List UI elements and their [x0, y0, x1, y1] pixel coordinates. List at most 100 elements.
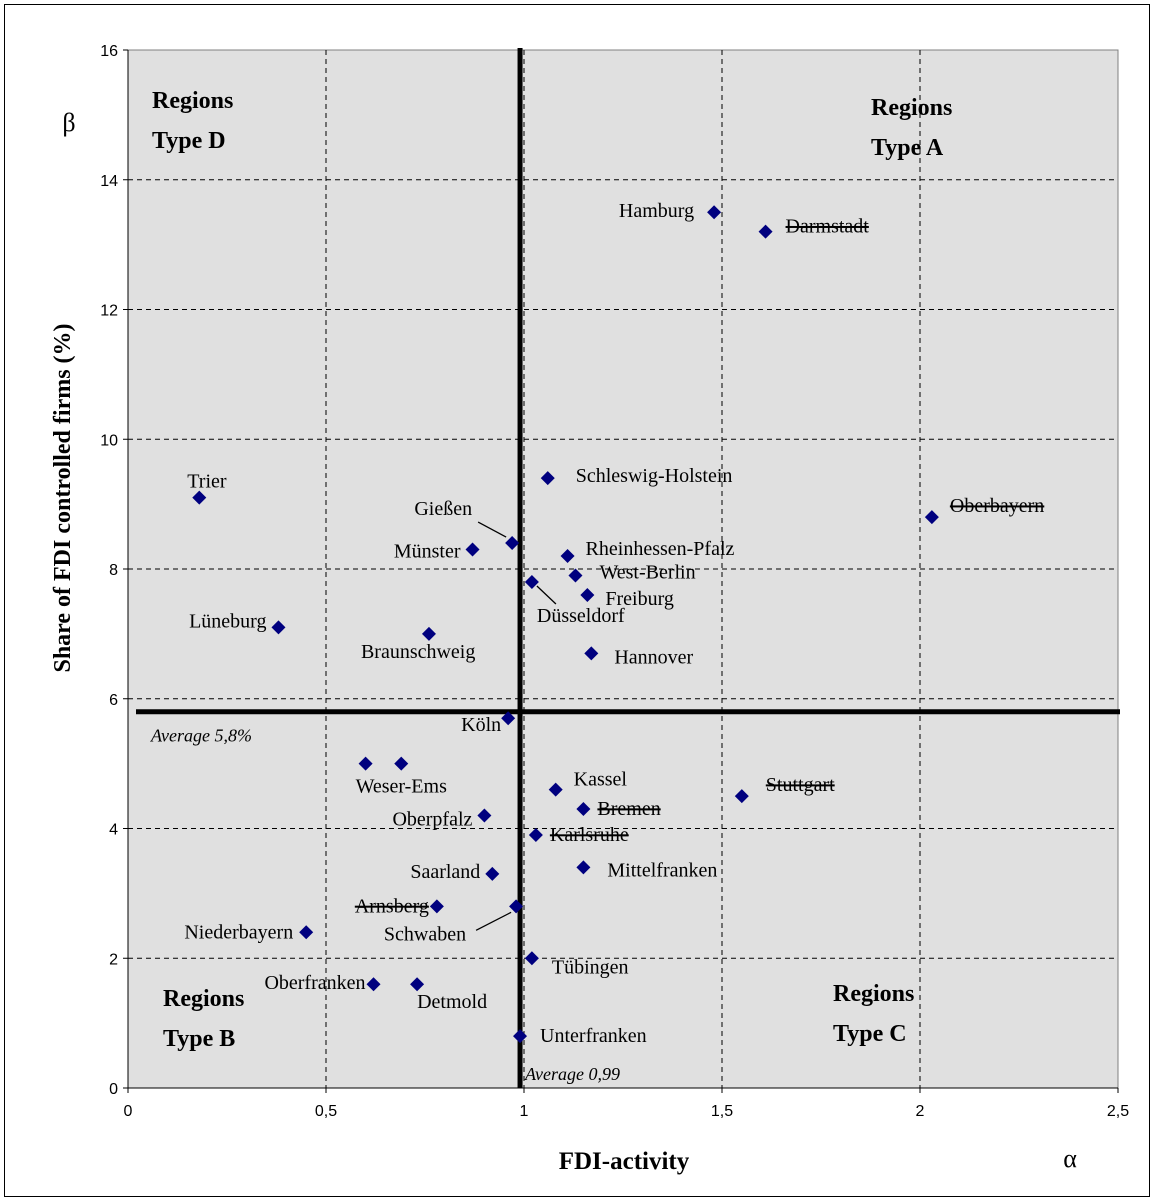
- point-label: Bremen: [597, 798, 660, 820]
- quadrant-label-line1: Regions: [152, 88, 233, 114]
- quadrant-label: Regions Type A: [871, 95, 952, 161]
- x-tick-label: 1,5: [711, 1103, 733, 1120]
- quadrant-label-line2: Type D: [152, 128, 226, 154]
- point-label: Niederbayern: [184, 921, 293, 943]
- data-point: [358, 756, 373, 771]
- data-point: [548, 782, 563, 797]
- point-label: Weser-Ems: [356, 776, 448, 798]
- y-tick-label: 8: [109, 562, 118, 579]
- x-axis-symbol: α: [1063, 1144, 1077, 1173]
- quadrant-label-line1: Regions: [163, 986, 244, 1012]
- leader-line: [477, 521, 507, 538]
- point-label: Rheinhessen-Pfalz: [586, 538, 735, 560]
- y-axis-symbol: β: [62, 108, 75, 137]
- data-point: [429, 899, 444, 914]
- point-label: Detmold: [417, 991, 487, 1013]
- point-label: Oberfranken: [264, 972, 365, 994]
- x-tick-label: 2,5: [1107, 1103, 1129, 1120]
- data-point: [540, 471, 555, 486]
- data-point: [580, 587, 595, 602]
- point-label: Hamburg: [619, 200, 694, 222]
- data-point: [576, 860, 591, 875]
- data-point: [528, 827, 543, 842]
- leader-line: [536, 585, 557, 605]
- x-tick-label: 0,5: [315, 1103, 337, 1120]
- point-label: Schleswig-Holstein: [576, 465, 733, 487]
- chart-frame: 0 0,5 1 1,5 2 2,5 0 2 4 6 8 10 12 14 16 Average 5,8% Av…: [4, 4, 1150, 1197]
- y-tick-label: 2: [109, 951, 118, 968]
- x-tick-label: 0: [124, 1103, 133, 1120]
- data-point: [505, 536, 520, 551]
- point-label: Arnsberg: [355, 895, 429, 917]
- point-label: Freiburg: [605, 588, 674, 610]
- quadrant-label-line2: Type C: [833, 1021, 907, 1047]
- data-point: [513, 1029, 528, 1044]
- y-tick-label: 4: [109, 822, 118, 839]
- data-point: [485, 866, 500, 881]
- quadrant-label: Regions Type C: [833, 981, 914, 1047]
- grid-lines: [128, 50, 1118, 1088]
- point-label: Karlsruhe: [550, 824, 629, 846]
- point-label: Unterfranken: [540, 1025, 647, 1047]
- point-label: Münster: [394, 541, 461, 563]
- quadrant-label-line1: Regions: [833, 981, 914, 1007]
- point-label: Gießen: [414, 498, 472, 520]
- y-axis-label: Share of FDI controlled firms (%): [50, 323, 76, 672]
- data-point: [477, 808, 492, 823]
- point-label: Saarland: [410, 861, 480, 883]
- data-point: [524, 951, 539, 966]
- data-point: [758, 224, 773, 239]
- data-point: [192, 490, 207, 505]
- data-point: [509, 899, 524, 914]
- average-y-label: Average 5,8%: [150, 726, 252, 746]
- y-tick-label: 0: [109, 1081, 118, 1098]
- leader-lines: [475, 521, 557, 931]
- data-point: [568, 568, 583, 583]
- point-label: Darmstadt: [786, 216, 870, 238]
- x-tick-label: 1: [520, 1103, 529, 1120]
- x-axis-label: FDI-activity: [559, 1148, 690, 1175]
- data-points: [192, 205, 939, 1044]
- data-point: [299, 925, 314, 940]
- point-label: Oberpfalz: [392, 809, 472, 831]
- point-label: Mittelfranken: [607, 859, 717, 881]
- point-labels: Hamburg Darmstadt Trier Schleswig-Holstein O…: [184, 200, 1044, 1047]
- data-point: [465, 542, 480, 557]
- y-tick-label: 10: [100, 432, 118, 449]
- average-x-label: Average 0,99: [524, 1064, 620, 1084]
- y-tick-label: 14: [100, 173, 118, 190]
- quadrant-label: Regions Type D: [152, 88, 233, 154]
- data-point: [524, 574, 539, 589]
- quadrant-label-line2: Type A: [871, 135, 944, 161]
- point-label: West-Berlin: [599, 561, 695, 583]
- point-label: Tübingen: [552, 956, 629, 978]
- data-point: [366, 977, 381, 992]
- average-lines: Average 5,8% Average 0,99: [136, 48, 1120, 1088]
- y-tick-label: 12: [100, 303, 118, 320]
- quadrant-label-line1: Regions: [871, 95, 952, 121]
- point-label: Köln: [461, 714, 501, 736]
- data-point: [734, 789, 749, 804]
- quadrant-label: Regions Type B: [163, 986, 244, 1052]
- data-point: [394, 756, 409, 771]
- y-tick-label: 6: [109, 692, 118, 709]
- point-label: Schwaben: [384, 923, 466, 945]
- data-point: [271, 620, 286, 635]
- point-label: Braunschweig: [361, 641, 475, 663]
- x-tick-label: 2: [916, 1103, 925, 1120]
- point-label: Lüneburg: [189, 610, 266, 632]
- data-point: [560, 549, 575, 564]
- data-point: [576, 802, 591, 817]
- quadrant-label-line2: Type B: [163, 1026, 235, 1052]
- point-label: Stuttgart: [766, 774, 835, 796]
- tick-labels: 0 0,5 1 1,5 2 2,5 0 2 4 6 8 10 12 14 16: [100, 43, 1129, 1120]
- data-point: [584, 646, 599, 661]
- y-tick-label: 16: [100, 43, 118, 60]
- point-label: Oberbayern: [950, 495, 1044, 517]
- point-label: Düsseldorf: [537, 605, 625, 627]
- point-label: Hannover: [614, 646, 693, 668]
- point-label: Kassel: [574, 769, 628, 791]
- data-point: [410, 977, 425, 992]
